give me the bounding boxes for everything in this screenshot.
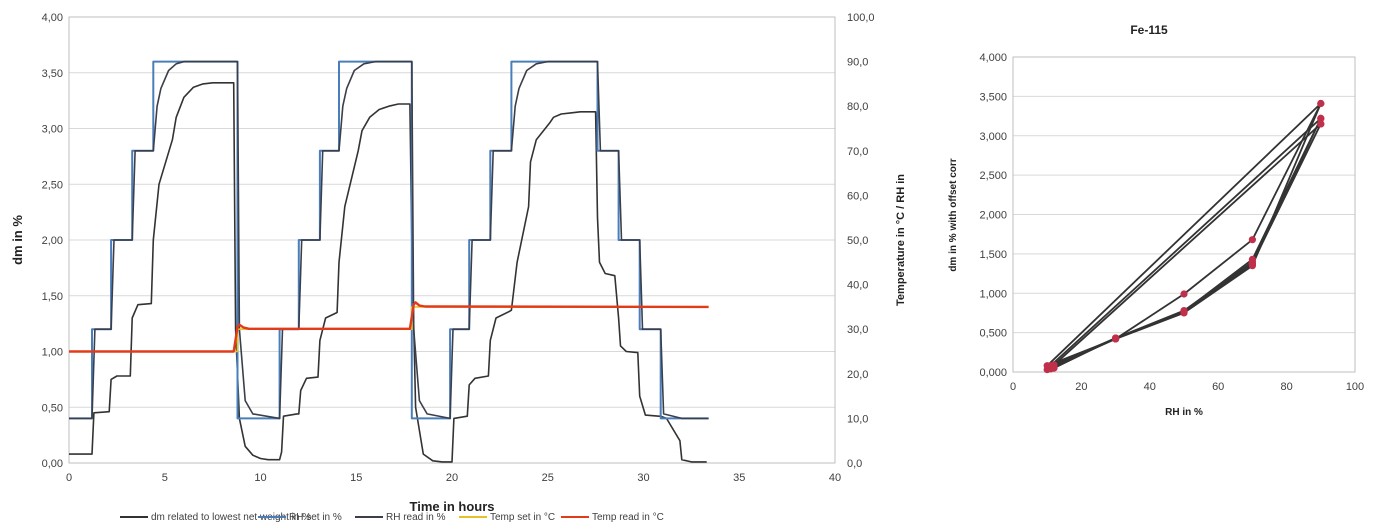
right-y-tick-labels: 0,000 0,500 1,000 1,500 2,000 2,500 3,000 3,500… xyxy=(979,52,1007,379)
data-point xyxy=(1248,258,1256,266)
right-series xyxy=(1043,99,1325,374)
cycle-line-1 xyxy=(1046,102,1322,371)
right-x-tick-label: 0 xyxy=(1010,381,1016,393)
right-x-tick-label: 40 xyxy=(1144,381,1156,393)
right-x-tick-labels: 0 20 40 60 80 100 xyxy=(1010,381,1364,393)
right-y-tick-label: 3,500 xyxy=(979,91,1007,103)
left-y-tick-label: 4,00 xyxy=(42,12,63,24)
data-point xyxy=(1248,236,1256,244)
dm-time-chart: 0 5 10 15 20 25 30 35 40 0,00 0,50 1,00 1,50 2,00 2,5… xyxy=(10,12,907,523)
left-x-tick-label: 10 xyxy=(254,472,266,484)
left-y2-axis-title: Temperature in °C / RH in xyxy=(895,174,907,306)
right-y-tick-label: 1,500 xyxy=(979,249,1007,261)
right-y-tick-label: 3,000 xyxy=(979,131,1007,143)
left-y2-tick-label: 50,0 xyxy=(847,235,868,247)
left-y2-tick-label: 60,0 xyxy=(847,190,868,202)
left-y-tick-label: 1,00 xyxy=(42,347,63,359)
right-y-tick-label: 2,500 xyxy=(979,170,1007,182)
series-line-1 xyxy=(69,82,707,463)
right-x-tick-label: 100 xyxy=(1346,381,1364,393)
left-y2-tick-label: 80,0 xyxy=(847,101,868,113)
left-series xyxy=(69,60,709,463)
left-y2-tick-label: 90,0 xyxy=(847,57,868,69)
fe115-chart: Fe-115 0 20 40 60 80 100 0,000 0,500 1,000 1,500… xyxy=(948,23,1364,418)
left-y-tick-label: 1,50 xyxy=(42,291,63,303)
right-y-tick-label: 0,500 xyxy=(979,328,1007,340)
right-x-tick-label: 60 xyxy=(1212,381,1224,393)
left-x-tick-labels: 0 5 10 15 20 25 30 35 40 xyxy=(66,472,841,484)
right-x-tick-label: 20 xyxy=(1075,381,1087,393)
legend-label: Temp read in °C xyxy=(592,512,664,523)
left-x-tick-label: 30 xyxy=(637,472,649,484)
legend-label: Temp set in °C xyxy=(490,512,555,523)
left-x-tick-label: 25 xyxy=(542,472,554,484)
left-y-tick-labels: 0,00 0,50 1,00 1,50 2,00 2,50 3,00 3,50 4,00 xyxy=(42,12,63,470)
right-x-tick-label: 80 xyxy=(1280,381,1292,393)
legend-label: RH set in % xyxy=(289,512,342,523)
left-y2-tick-labels: 0,0 10,0 20,0 30,0 40,0 50,0 60,0 70,0 80,0 90,0 1… xyxy=(847,12,875,470)
left-y-tick-label: 3,00 xyxy=(42,124,63,136)
left-x-tick-label: 20 xyxy=(446,472,458,484)
series-line-3 xyxy=(69,60,709,420)
left-y2-tick-label: 70,0 xyxy=(847,146,868,158)
left-y2-tick-label: 100,0 xyxy=(847,12,875,24)
left-x-tick-label: 40 xyxy=(829,472,841,484)
right-y-tick-label: 2,000 xyxy=(979,210,1007,222)
left-x-tick-label: 0 xyxy=(66,472,72,484)
left-y2-tick-label: 20,0 xyxy=(847,369,868,381)
left-y-tick-label: 0,00 xyxy=(42,458,63,470)
right-chart-title: Fe-115 xyxy=(1130,23,1168,37)
data-point xyxy=(1112,334,1120,342)
left-y2-tick-label: 30,0 xyxy=(847,324,868,336)
left-y2-tick-label: 40,0 xyxy=(847,280,868,292)
data-point xyxy=(1180,307,1188,315)
left-y-tick-label: 2,00 xyxy=(42,235,63,247)
series-line-5 xyxy=(69,301,709,353)
right-y-tick-label: 4,000 xyxy=(979,52,1007,64)
data-point xyxy=(1180,290,1188,298)
left-plot-frame xyxy=(68,16,836,464)
left-gridlines xyxy=(69,16,835,464)
cycle-line-3 xyxy=(1053,123,1322,369)
left-y2-tick-label: 10,0 xyxy=(847,413,868,425)
left-x-axis-title: Time in hours xyxy=(410,499,495,514)
legend-label: dm related to lowest net weight in % xyxy=(151,512,311,523)
left-y-tick-label: 3,50 xyxy=(42,68,63,80)
left-y2-tick-label: 0,0 xyxy=(847,458,862,470)
legend-label: RH read in % xyxy=(386,512,446,523)
left-y-tick-label: 0,50 xyxy=(42,402,63,414)
left-x-tick-label: 15 xyxy=(350,472,362,484)
right-plot-frame xyxy=(1012,56,1356,373)
right-y-tick-label: 0,000 xyxy=(979,367,1007,379)
right-y-tick-label: 1,000 xyxy=(979,288,1007,300)
data-point xyxy=(1050,361,1058,369)
left-y-axis-title: dm in % xyxy=(10,215,25,265)
left-legend: dm related to lowest net weight in %RH s… xyxy=(120,512,664,523)
data-point xyxy=(1317,120,1325,128)
right-gridlines xyxy=(1013,56,1355,373)
left-x-tick-label: 35 xyxy=(733,472,745,484)
right-x-axis-title: RH in % xyxy=(1165,407,1203,418)
data-point xyxy=(1317,114,1325,122)
data-point xyxy=(1317,99,1325,108)
left-x-tick-label: 5 xyxy=(162,472,168,484)
right-y-axis-title: dm in % with offset corr xyxy=(948,158,959,271)
left-y-tick-label: 2,50 xyxy=(42,179,63,191)
